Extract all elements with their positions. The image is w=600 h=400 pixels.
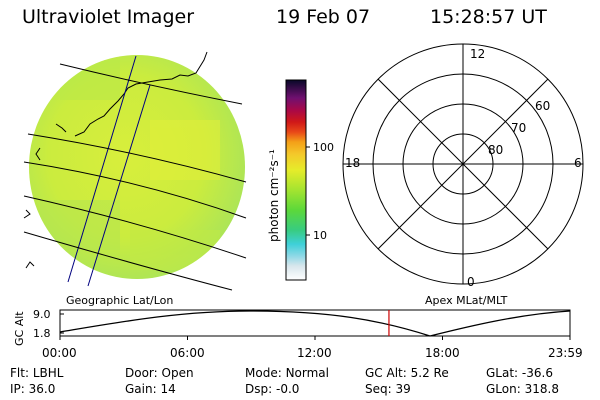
altitude-yticks — [60, 313, 64, 334]
xtick-1200: 12:00 — [297, 346, 332, 360]
mlt-label-12: 12 — [470, 47, 485, 61]
gcalt-value: 5.2 Re — [410, 366, 449, 380]
altitude-xticks — [59, 336, 571, 340]
ip-value: 36.0 — [28, 382, 56, 396]
glat-value: -36.6 — [521, 366, 553, 380]
dsp-value: -0.0 — [275, 382, 300, 396]
uv-image — [29, 55, 245, 279]
colorbar-label: photon cm⁻²s⁻¹ — [267, 149, 281, 242]
status-filter: Flt: LBHL — [10, 366, 64, 380]
time-label: 15:28:57 UT — [430, 6, 547, 28]
mlt-label-0: 0 — [467, 275, 475, 289]
date-label: 19 Feb 07 — [276, 6, 371, 28]
status-gain: Gain: 14 — [125, 382, 176, 396]
mlt-label-18: 18 — [345, 156, 360, 170]
colorbar-tick-10: 10 — [313, 229, 327, 242]
colorbar — [285, 79, 310, 281]
mode-value: Normal — [285, 366, 329, 380]
xtick-1800: 18:00 — [425, 346, 460, 360]
glon-value: 318.8 — [524, 382, 559, 396]
right-panel-caption: Apex MLat/MLT — [425, 294, 508, 307]
status-seq: Seq: 39 — [365, 382, 411, 396]
altitude-ymin: 1.8 — [33, 327, 51, 340]
door-value: Open — [161, 366, 194, 380]
seq-value: 39 — [395, 382, 411, 396]
altitude-ymax: 9.0 — [33, 308, 51, 321]
altitude-trace — [59, 310, 571, 337]
polar-plot — [342, 43, 584, 285]
xtick-0000: 00:00 — [42, 346, 77, 360]
left-panel-caption: Geographic Lat/Lon — [66, 294, 173, 307]
lat-label-60: 60 — [535, 99, 550, 113]
status-mode: Mode: Normal — [245, 366, 329, 380]
status-dsp: Dsp: -0.0 — [245, 382, 300, 396]
status-gcalt: GC Alt: 5.2 Re — [365, 366, 449, 380]
status-door: Door: Open — [125, 366, 194, 380]
filter-value: LBHL — [32, 366, 64, 380]
status-glon: GLon: 318.8 — [486, 382, 559, 396]
latlon-grid — [67, 55, 151, 287]
colorbar-tick-100: 100 — [313, 141, 334, 154]
status-glat: GLat: -36.6 — [486, 366, 553, 380]
gain-value: 14 — [160, 382, 176, 396]
status-ip: IP: 36.0 — [10, 382, 56, 396]
lat-label-80: 80 — [488, 143, 503, 157]
xtick-0600: 06:00 — [170, 346, 205, 360]
coastlines — [23, 51, 208, 269]
mlt-label-6: 6 — [574, 156, 582, 170]
xtick-2359: 23:59 — [548, 346, 583, 360]
latitude-lines — [23, 63, 247, 291]
altitude-axis-label: GC Alt — [13, 311, 26, 346]
instrument-title: Ultraviolet Imager — [22, 6, 195, 28]
lat-label-70: 70 — [511, 121, 526, 135]
